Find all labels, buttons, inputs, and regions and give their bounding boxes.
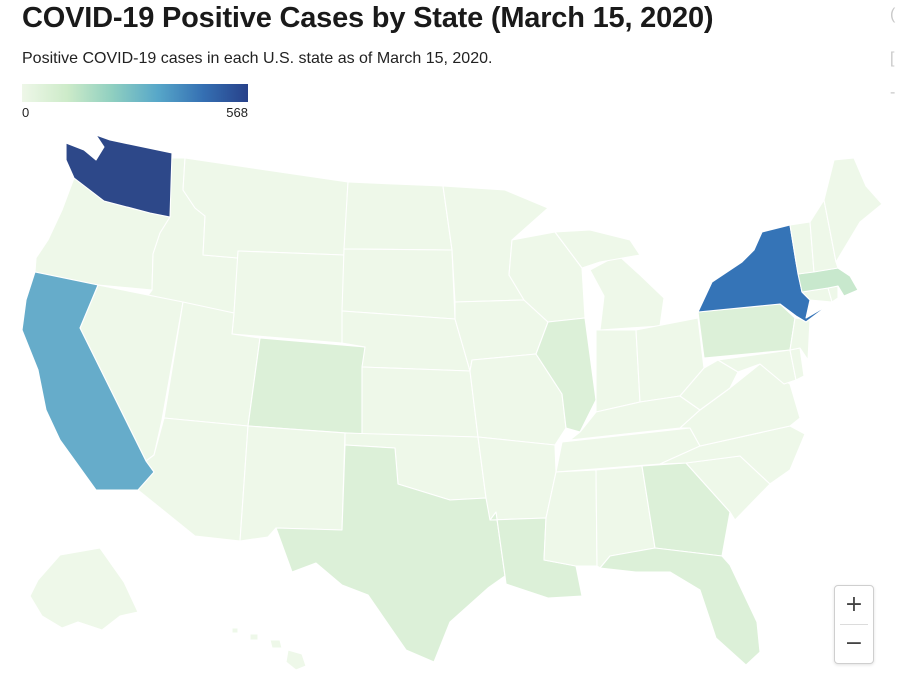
zoom-in-button[interactable]: + <box>835 586 873 624</box>
zoom-divider <box>840 624 868 625</box>
state-alaska[interactable] <box>29 547 139 631</box>
state-california[interactable] <box>21 271 155 491</box>
states-layer <box>21 134 883 671</box>
cut-off-glyph-1: ( <box>890 6 896 23</box>
color-legend: 0 568 <box>22 84 248 120</box>
state-maine[interactable] <box>823 157 883 263</box>
cut-off-glyph-3: - <box>890 84 896 101</box>
state-south-dakota[interactable] <box>341 248 456 320</box>
cut-off-glyph-2: [ <box>890 50 895 67</box>
state-wyoming[interactable] <box>231 250 345 344</box>
state-hawaii[interactable] <box>231 627 307 671</box>
hawaii-island-oahu <box>249 633 259 641</box>
zoom-controls: + − <box>834 585 874 664</box>
state-kansas[interactable] <box>361 366 479 438</box>
state-colorado[interactable] <box>247 337 366 435</box>
zoom-out-button[interactable]: − <box>835 625 873 663</box>
state-massachusetts[interactable] <box>797 267 859 297</box>
hawaii-island-kauai <box>231 627 239 634</box>
legend-min-label: 0 <box>22 105 30 120</box>
state-washington[interactable] <box>65 134 173 218</box>
page-subtitle: Positive COVID-19 cases in each U.S. sta… <box>22 50 493 67</box>
legend-max-label: 568 <box>226 105 248 120</box>
page-title: COVID-19 Positive Cases by State (March … <box>22 2 714 34</box>
state-vermont[interactable] <box>789 221 815 275</box>
state-montana[interactable] <box>182 157 349 259</box>
state-indiana[interactable] <box>595 329 641 413</box>
state-texas[interactable] <box>275 444 506 663</box>
state-new-hampshire[interactable] <box>809 199 839 273</box>
legend-gradient-bar <box>22 84 248 102</box>
state-arkansas[interactable] <box>477 436 557 521</box>
state-new-mexico[interactable] <box>239 425 346 542</box>
state-michigan-lower[interactable] <box>589 254 665 331</box>
state-north-dakota[interactable] <box>343 181 453 251</box>
state-pennsylvania[interactable] <box>697 303 796 359</box>
hawaii-island-maui <box>269 639 283 649</box>
state-michigan-upper[interactable] <box>554 229 641 269</box>
state-illinois[interactable] <box>535 317 597 433</box>
state-florida[interactable] <box>599 547 761 666</box>
hawaii-island-big <box>285 649 307 671</box>
